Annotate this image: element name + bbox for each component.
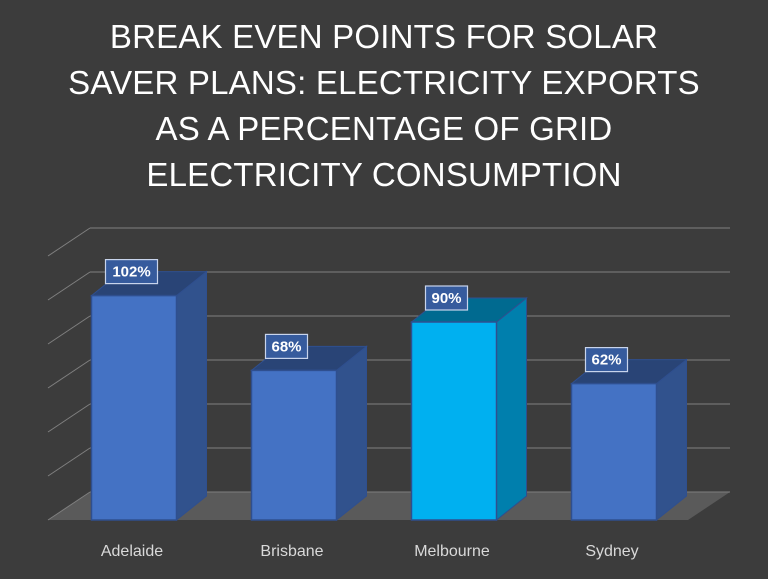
bar [250, 369, 338, 521]
bar-side [336, 345, 367, 522]
title-line-3: AS A PERCENTAGE OF GRID [155, 110, 613, 147]
data-label: 62% [591, 352, 621, 369]
bar-side [656, 358, 687, 522]
gridline-side [47, 315, 91, 345]
data-label: 68% [271, 338, 301, 355]
gridline-side [47, 271, 91, 301]
bar [90, 294, 178, 521]
data-label-box [424, 285, 469, 311]
category-label: Sydney [585, 543, 638, 560]
category-label: Adelaide [101, 543, 163, 560]
data-label: 102% [112, 264, 150, 281]
title-line-4: ELECTRICITY CONSUMPTION [146, 156, 622, 193]
title-line-2: SAVER PLANS: ELECTRICITY EXPORTS [68, 64, 700, 101]
gridline-side [47, 227, 91, 257]
chart-title: BREAK EVEN POINTS FOR SOLAR SAVER PLANS:… [0, 14, 768, 198]
gridline-side [47, 403, 91, 433]
bar-side [176, 270, 207, 522]
gridline-side [47, 447, 91, 477]
data-label-box [264, 333, 309, 359]
data-label-box [104, 259, 159, 285]
data-label: 90% [431, 290, 461, 307]
data-label-box [584, 347, 629, 373]
category-label: Brisbane [260, 543, 323, 560]
gridline-side [47, 359, 91, 389]
bar [410, 321, 498, 521]
bar [570, 382, 658, 521]
gridline-side [47, 491, 91, 521]
chart-floor [48, 492, 730, 520]
category-label: Melbourne [414, 543, 490, 560]
bar-side [496, 296, 527, 522]
title-line-1: BREAK EVEN POINTS FOR SOLAR [109, 18, 659, 55]
